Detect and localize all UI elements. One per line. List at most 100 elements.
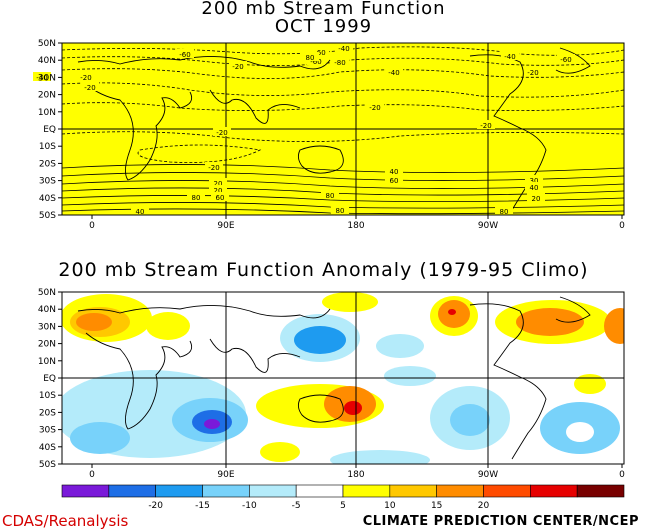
colorbar-swatch-8 [436,484,484,498]
panel1-lat-label-4: 10N [38,108,56,118]
contour-label-bg-18 [209,185,227,194]
contour-label-11: -60 [560,56,571,64]
contour-label-bg-0 [176,49,194,58]
colorbar-label-0: -20 [148,501,163,511]
contour-label-22: 80 [326,192,335,200]
panel2-lat-label-7: 20S [39,408,56,418]
panel2-title: 200 mb Stream Function Anomaly (1979-95 … [58,259,589,281]
contour-label-bg-22 [321,190,339,199]
contour-label-bg-5 [524,67,542,76]
contour-label-3: -20 [232,63,243,71]
colorbar-swatch-0 [61,484,110,498]
colorbar-label-2: -10 [242,501,257,511]
panel1-lon-label-4: 0 [619,221,625,231]
contour-label-1: -60 [314,49,325,57]
colorbar-swatch-2 [155,484,203,498]
panel2-lat-label-2: 30N [38,322,56,332]
panel2-lat-label-3: 20N [38,340,56,350]
colorbar-label-3: -5 [292,501,301,511]
colorbar-swatch-6 [342,484,391,498]
panel2-lon-label-3: 90W [478,470,498,480]
contour-label-24: 30 [530,177,539,185]
panel1-contour-labels: -60 -60 -40-20-40 -20-20-60 -80-40 -20-60-40-… [33,43,575,216]
colorbar-label-7: 20 [478,501,490,511]
contour-label-bg-24 [525,175,543,184]
axis-labels: 50N 40N 30N 20N 10N EQ 10S 20S 30S 40S 50S 0 90E 180 9… [38,39,625,480]
contour-label-29: 60 [216,194,225,202]
contour-label-2: -40 [338,45,349,53]
contour-label-bg-11 [557,54,575,63]
panel1-lat-label-7: 20S [39,159,56,169]
panel2-lon-label-2: 180 [347,470,364,480]
panel1-title: 200 mb Stream Function [201,0,446,19]
contour-label-bg-27 [527,193,545,202]
contour-label-bg-26 [495,206,513,215]
contour-label-21: 80 [192,194,201,202]
panel1-lat-label-9: 40S [39,194,56,204]
contour-label-bg-15 [477,120,495,129]
panel1-lon-label-1: 90E [217,221,234,231]
contour-label-16: -20 [208,164,219,172]
contour-label-bg-2 [335,43,353,52]
panel1-lat-label-2: 30N [38,73,56,83]
contour-label-bg-4 [385,67,403,76]
panel2-grid [62,292,624,464]
panel2-lon-label-0: 0 [89,470,95,480]
panel2-coastlines [77,296,591,460]
colorbar-label-4: 5 [340,501,346,511]
contour-label-bg-25 [525,182,543,191]
contour-label-18: 20 [214,187,223,195]
contour-label-bg-8 [331,57,349,66]
panel2-lat-label-9: 40S [39,443,56,453]
contour-label-bg-20 [385,175,403,184]
contour-label-0: -60 [179,51,190,59]
contour-label-bg-10 [77,72,95,81]
contour-label-30: 80 [306,54,315,62]
contour-label-bg-6 [81,82,99,91]
contour-label-8: -80 [334,59,345,67]
colorbar-swatch-11 [576,484,625,498]
contour-label-26: 80 [500,208,509,216]
contour-label-14: -20 [216,129,227,137]
contour-label-bg-17 [209,178,227,187]
contour-label-bg-16 [205,162,223,171]
colorbar-swatch-10 [530,484,578,498]
contour-label-10: -20 [80,74,91,82]
colorbar-label-5: 10 [384,501,396,511]
panel1-lat-label-1: 40N [38,56,56,66]
contour-label-bg-14 [213,127,231,136]
panel2-anomaly-shading [62,292,624,464]
footer-left: CDAS/Reanalysis [2,512,129,530]
contour-label-19: 40 [390,168,399,176]
contour-label-bg-28 [131,206,149,215]
contour-label-27: 20 [532,195,541,203]
panel2-lon-label-1: 90E [217,470,234,480]
contour-label-25: 40 [530,184,539,192]
contour-label-6: -20 [84,84,95,92]
contour-label-bg-21 [187,192,205,201]
contour-label-bg-3 [229,61,247,70]
panel1-lon-label-0: 0 [89,221,95,231]
colorbar-swatch-5 [295,484,344,498]
contour-label-9: -40 [36,74,47,82]
panel1-lat-label-10: 50S [39,211,56,221]
anomaly-map [61,291,625,465]
colorbar-swatch-7 [389,484,437,498]
contour-label-bg-19 [385,166,403,175]
contour-label-bg-23 [331,205,349,214]
panel2-lat-label-4: 10N [38,357,56,367]
contour-label-bg-29 [211,192,229,201]
contour-label-17: 20 [214,180,223,188]
panel1-lon-label-2: 180 [347,221,364,231]
contour-label-13: -20 [369,104,380,112]
colorbar-swatch-3 [202,484,250,498]
panel1-lon-label-3: 90W [478,221,498,231]
panel2-lat-label-5: EQ [43,374,56,384]
contour-label-7: -60 [310,58,321,66]
contour-label-15: -20 [480,122,491,130]
panel1-lat-label-6: 10S [39,142,56,152]
contour-label-5: -20 [527,69,538,77]
panel2-lat-label-8: 30S [39,426,56,436]
panel2-lat-label-10: 50S [39,460,56,470]
